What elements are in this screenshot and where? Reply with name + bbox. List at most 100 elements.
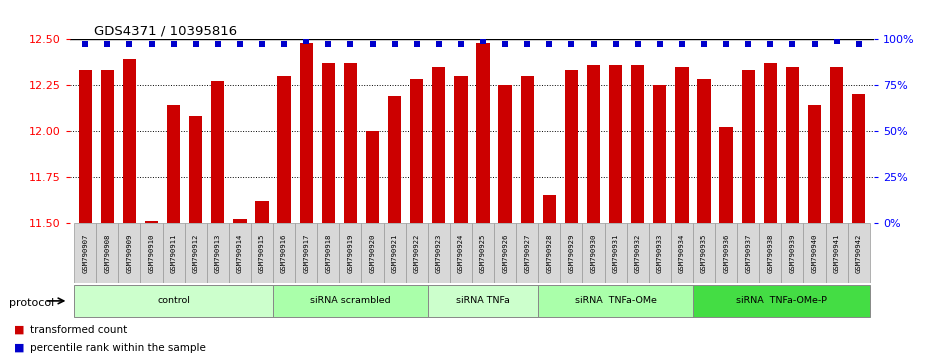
Bar — [472, 223, 494, 283]
Bar — [74, 223, 97, 283]
Text: GSM790934: GSM790934 — [679, 233, 684, 273]
Text: GSM790933: GSM790933 — [657, 233, 663, 273]
Bar — [299, 42, 312, 223]
Text: GSM790918: GSM790918 — [326, 233, 331, 273]
Bar — [410, 79, 423, 223]
Point — [542, 42, 557, 47]
Bar — [830, 67, 844, 223]
Point — [830, 38, 844, 44]
Text: GSM790930: GSM790930 — [591, 233, 596, 273]
Bar — [543, 195, 556, 223]
Point — [100, 42, 114, 47]
Bar — [847, 223, 870, 283]
Text: protocol: protocol — [9, 298, 55, 308]
Point — [188, 42, 203, 47]
Bar — [720, 127, 733, 223]
Bar — [476, 42, 490, 223]
Point — [851, 42, 866, 47]
Text: siRNA  TNFa-OMe: siRNA TNFa-OMe — [575, 296, 657, 306]
Text: control: control — [157, 296, 190, 306]
Bar — [671, 223, 693, 283]
Bar — [123, 59, 136, 223]
Point — [741, 42, 756, 47]
Bar — [627, 223, 649, 283]
Bar — [428, 223, 450, 283]
Point — [122, 42, 137, 47]
Bar — [273, 223, 295, 283]
Text: GSM790913: GSM790913 — [215, 233, 220, 273]
Point — [475, 38, 490, 44]
Point — [785, 42, 800, 47]
Bar — [786, 67, 799, 223]
Text: siRNA TNFa: siRNA TNFa — [456, 296, 510, 306]
Bar — [609, 65, 622, 223]
Bar — [698, 79, 711, 223]
Bar — [229, 223, 251, 283]
Text: GSM790928: GSM790928 — [546, 233, 552, 273]
Bar — [781, 223, 804, 283]
Bar — [538, 223, 561, 283]
Bar — [118, 223, 140, 283]
Text: GSM790909: GSM790909 — [126, 233, 132, 273]
Text: GSM790908: GSM790908 — [104, 233, 111, 273]
Bar — [388, 96, 401, 223]
Bar — [808, 105, 821, 223]
Text: GSM790922: GSM790922 — [414, 233, 419, 273]
Bar — [764, 63, 777, 223]
Text: GSM790941: GSM790941 — [833, 233, 840, 273]
Text: GSM790939: GSM790939 — [790, 233, 795, 273]
Point — [78, 42, 93, 47]
Text: ■: ■ — [14, 343, 24, 353]
Text: GSM790926: GSM790926 — [502, 233, 508, 273]
Point — [652, 42, 667, 47]
Bar — [604, 223, 627, 283]
Text: GSM790927: GSM790927 — [525, 233, 530, 273]
Bar — [79, 70, 92, 223]
Point — [719, 42, 734, 47]
Bar — [100, 70, 114, 223]
Bar — [273, 285, 428, 317]
Point — [365, 42, 380, 47]
Bar — [693, 285, 870, 317]
Point — [674, 42, 689, 47]
Text: GSM790924: GSM790924 — [458, 233, 464, 273]
Bar — [675, 67, 688, 223]
Bar — [494, 223, 516, 283]
Text: siRNA  TNFa-OMe-P: siRNA TNFa-OMe-P — [736, 296, 827, 306]
Bar — [450, 223, 472, 283]
Point — [520, 42, 535, 47]
Point — [432, 42, 446, 47]
Bar — [405, 223, 428, 283]
Bar — [826, 223, 847, 283]
Bar — [256, 201, 269, 223]
Bar — [587, 65, 600, 223]
Bar — [582, 223, 604, 283]
Text: GSM790911: GSM790911 — [170, 233, 177, 273]
Point — [255, 42, 270, 47]
Bar — [759, 223, 781, 283]
Bar — [233, 219, 246, 223]
Bar — [649, 223, 671, 283]
Text: GSM790907: GSM790907 — [82, 233, 88, 273]
Bar — [432, 67, 445, 223]
Bar — [317, 223, 339, 283]
Point — [321, 42, 336, 47]
Bar — [295, 223, 317, 283]
Point — [387, 42, 402, 47]
Point — [343, 42, 358, 47]
Bar — [277, 76, 291, 223]
Point — [608, 42, 623, 47]
Point — [498, 42, 512, 47]
Text: GSM790931: GSM790931 — [613, 233, 618, 273]
Bar — [339, 223, 362, 283]
Point — [409, 42, 424, 47]
Text: GSM790920: GSM790920 — [369, 233, 376, 273]
Bar — [741, 70, 755, 223]
Bar — [516, 223, 538, 283]
Bar — [538, 285, 693, 317]
Text: GSM790916: GSM790916 — [281, 233, 287, 273]
Point — [631, 42, 645, 47]
Text: GSM790932: GSM790932 — [635, 233, 641, 273]
Text: GSM790936: GSM790936 — [724, 233, 729, 273]
Text: GSM790929: GSM790929 — [568, 233, 575, 273]
